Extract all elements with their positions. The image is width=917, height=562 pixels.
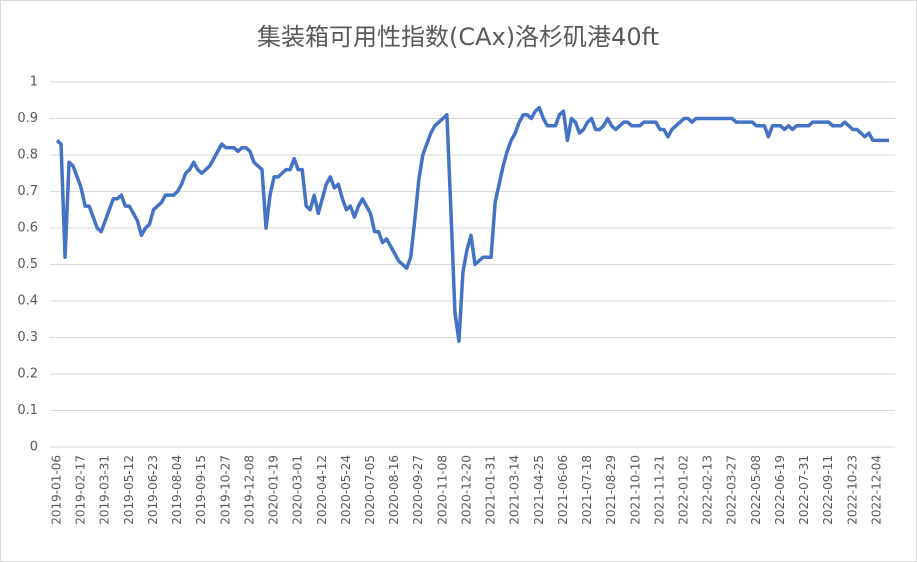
y-tick-label: 0.3 [17,330,38,345]
chart-title: 集装箱可用性指数(CAx)洛杉矶港40ft [257,23,659,51]
x-tick-label: 2022-02-13 [701,455,715,525]
x-tick-label: 2022-12-04 [869,455,883,525]
y-tick-label: 1 [30,75,38,90]
x-tick-label: 2021-03-14 [508,455,522,525]
x-tick-label: 2020-08-16 [387,455,401,525]
x-tick-label: 2019-09-15 [194,455,208,525]
x-tick-label: 2021-06-06 [556,455,570,525]
y-tick-label: 0.7 [17,184,38,199]
x-tick-label: 2019-10-27 [218,455,232,525]
y-tick-label: 0.4 [17,294,38,309]
x-tick-label: 2020-07-05 [363,455,377,525]
x-tick-label: 2019-02-17 [74,455,88,525]
x-tick-label: 2022-05-08 [749,455,763,525]
line [55,105,889,343]
x-tick-label: 2019-06-23 [146,455,160,525]
x-tick-label: 2020-03-01 [291,455,305,525]
x-tick-label: 2022-01-02 [677,455,691,525]
y-tick-label: 0.8 [17,148,38,163]
x-tick-label: 2021-11-21 [652,455,666,525]
x-tick-label: 2022-03-27 [725,455,739,525]
x-tick-label: 2019-05-12 [122,455,136,525]
x-tick-label: 2021-08-29 [604,455,618,525]
x-tick-label: 2020-11-08 [435,455,449,525]
y-tick-label: 0.9 [17,111,38,126]
x-tick-label: 2019-08-04 [170,455,184,525]
x-tick-label: 2020-05-24 [339,455,353,525]
x-tick-label: 2021-10-10 [628,455,642,525]
x-tick-label: 2020-01-19 [267,455,281,525]
x-tick-label: 2022-07-31 [797,455,811,525]
y-tick-label: 0 [30,440,38,455]
x-tick-label: 2020-04-12 [315,455,329,525]
x-tick-label: 2022-06-19 [773,455,787,525]
x-tick-label: 2022-09-11 [821,455,835,525]
y-tick-label: 0.5 [17,257,38,272]
x-tick-label: 2021-04-25 [532,455,546,525]
y-tick-label: 0.2 [17,367,38,382]
y-tick-label: 0.1 [17,403,38,418]
y-tick-label: 0.6 [17,221,38,236]
x-tick-label: 2021-07-18 [580,455,594,525]
x-tick-label: 2020-12-20 [459,455,473,525]
x-tick-label: 2021-01-31 [484,455,498,525]
x-tick-label: 2020-09-27 [411,455,425,525]
x-tick-label: 2019-12-08 [242,455,256,525]
x-tick-label: 2022-10-23 [845,455,859,525]
x-tick-label: 2019-03-31 [98,455,112,525]
x-tick-label: 2019-01-06 [50,455,64,525]
